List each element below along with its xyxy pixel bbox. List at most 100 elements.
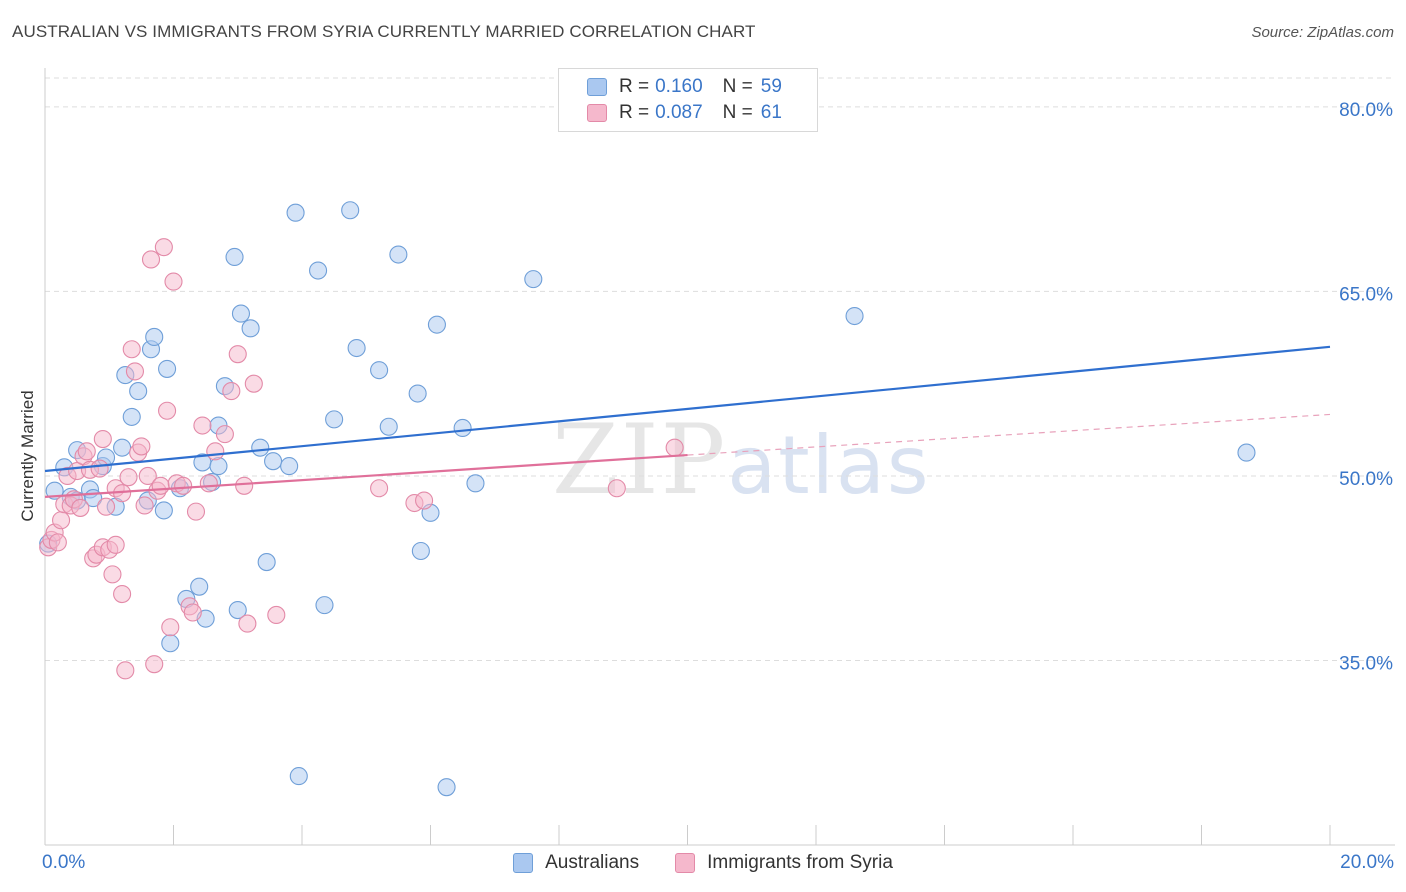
data-point[interactable]: [151, 476, 170, 495]
data-point[interactable]: [154, 501, 173, 520]
data-point[interactable]: [244, 374, 263, 393]
series-syria: [39, 238, 684, 680]
legend-n-label: N =: [722, 76, 753, 97]
data-point[interactable]: [113, 438, 132, 457]
data-point[interactable]: [71, 498, 90, 517]
data-point[interactable]: [164, 272, 183, 291]
y-tick-label: 80.0%: [1339, 100, 1393, 121]
data-point[interactable]: [161, 634, 180, 653]
data-point[interactable]: [524, 270, 543, 289]
watermark-zip: ZIP: [552, 404, 728, 516]
data-point[interactable]: [119, 468, 138, 487]
data-point[interactable]: [116, 661, 135, 680]
data-point[interactable]: [129, 382, 148, 401]
data-point[interactable]: [90, 459, 109, 478]
data-point[interactable]: [154, 238, 173, 257]
data-point[interactable]: [122, 340, 141, 359]
data-point[interactable]: [158, 359, 177, 378]
data-point[interactable]: [389, 245, 408, 264]
data-point[interactable]: [241, 319, 260, 338]
data-point[interactable]: [125, 362, 144, 381]
data-point[interactable]: [238, 614, 257, 633]
data-point[interactable]: [228, 345, 247, 364]
data-point[interactable]: [845, 306, 864, 326]
data-point[interactable]: [427, 315, 446, 334]
data-point[interactable]: [77, 442, 96, 461]
axes: [44, 68, 1395, 846]
legend-n-value: 61: [760, 102, 782, 123]
data-point[interactable]: [106, 535, 125, 554]
data-point[interactable]: [145, 327, 164, 346]
data-point[interactable]: [341, 201, 360, 220]
series-layer: [39, 201, 1256, 797]
legend-swatch-syria: [587, 104, 607, 122]
bottom-legend-label: Immigrants from Syria: [707, 852, 893, 873]
data-point[interactable]: [251, 438, 270, 457]
data-point[interactable]: [325, 410, 344, 429]
series-australians: [39, 201, 1256, 797]
data-point[interactable]: [193, 416, 212, 435]
data-point[interactable]: [235, 476, 254, 495]
data-point[interactable]: [141, 250, 161, 269]
data-point[interactable]: [174, 476, 193, 495]
y-axis-label: Currently Married: [18, 390, 37, 522]
source-label: Source: ZipAtlas.com: [1251, 24, 1394, 41]
bottom-legend-australians[interactable]: Australians: [513, 852, 639, 874]
bottom-legend-syria[interactable]: Immigrants from Syria: [675, 852, 893, 874]
watermark-atlas: atlas: [727, 419, 931, 512]
data-point[interactable]: [289, 767, 308, 786]
data-point[interactable]: [286, 203, 305, 222]
data-point[interactable]: [607, 479, 626, 498]
data-point[interactable]: [96, 497, 116, 516]
data-point[interactable]: [437, 778, 456, 797]
data-point[interactable]: [231, 304, 251, 323]
data-point[interactable]: [206, 442, 225, 461]
data-point[interactable]: [225, 247, 244, 267]
data-point[interactable]: [48, 533, 67, 552]
data-point[interactable]: [222, 382, 241, 401]
data-point[interactable]: [122, 407, 141, 426]
data-point[interactable]: [370, 479, 389, 498]
legend-r-value: 0.087: [655, 102, 703, 123]
data-point[interactable]: [183, 603, 202, 622]
data-point[interactable]: [132, 437, 151, 456]
data-point[interactable]: [379, 417, 398, 436]
data-point[interactable]: [161, 618, 180, 637]
data-point[interactable]: [309, 261, 328, 280]
data-point[interactable]: [415, 491, 434, 510]
chart-title: AUSTRALIAN VS IMMIGRANTS FROM SYRIA CURR…: [12, 22, 756, 41]
data-point[interactable]: [257, 553, 276, 572]
data-point[interactable]: [228, 600, 247, 620]
legend-swatch-australians: [587, 78, 607, 96]
data-point[interactable]: [315, 596, 334, 615]
data-point[interactable]: [209, 457, 228, 476]
data-point[interactable]: [264, 452, 283, 471]
data-point[interactable]: [665, 438, 684, 457]
legend-n-value: 59: [760, 76, 782, 97]
data-point[interactable]: [145, 655, 164, 674]
data-point[interactable]: [267, 605, 286, 625]
legend-r-label: R =: [619, 102, 650, 123]
data-point[interactable]: [93, 429, 112, 449]
data-point[interactable]: [113, 584, 132, 604]
data-point[interactable]: [103, 565, 122, 584]
data-point[interactable]: [280, 457, 299, 476]
data-point[interactable]: [199, 474, 218, 493]
data-point[interactable]: [1237, 443, 1256, 462]
data-point[interactable]: [52, 511, 71, 530]
data-point[interactable]: [453, 418, 472, 438]
data-point[interactable]: [215, 425, 234, 444]
data-point[interactable]: [466, 474, 485, 493]
data-point[interactable]: [135, 496, 154, 515]
data-point[interactable]: [138, 466, 157, 486]
data-point[interactable]: [190, 577, 209, 596]
data-point[interactable]: [408, 384, 427, 403]
data-point[interactable]: [158, 401, 177, 420]
data-point[interactable]: [370, 361, 389, 380]
data-point[interactable]: [347, 338, 366, 358]
bottom-legend-swatch-syria: [675, 853, 696, 873]
legend-r-value: 0.160: [655, 76, 703, 97]
data-point[interactable]: [186, 502, 206, 521]
trend-layer: [44, 345, 1331, 498]
data-point[interactable]: [411, 541, 430, 561]
